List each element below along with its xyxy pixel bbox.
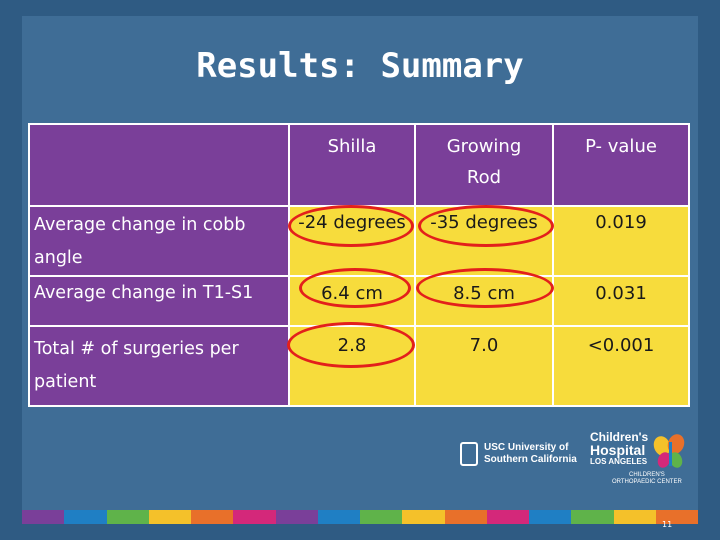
stripe-segment	[529, 510, 572, 524]
chla-subtitle: CHILDREN'S ORTHOPAEDIC CENTER	[612, 472, 682, 486]
chla-logo-line3: LOS ANGELES	[590, 457, 648, 466]
cell-p-value: 0.031	[552, 275, 690, 327]
row-label-surgeries: Total # of surgeries per patient	[28, 325, 290, 407]
chla-sub-line2: ORTHOPAEDIC CENTER	[612, 479, 682, 485]
table-row: Average change in cobb angle -24 degrees…	[28, 205, 690, 277]
header-shilla-label: Shilla	[327, 136, 377, 157]
cell-shilla: 2.8	[288, 325, 416, 407]
cell-growing-rod: 8.5 cm	[414, 275, 554, 327]
cell-growing-rod: -35 degrees	[414, 205, 554, 277]
header-growing-rod: Growing Rod	[414, 123, 554, 207]
cell-p-value: <0.001	[552, 325, 690, 407]
cell-p-value: 0.019	[552, 205, 690, 277]
stripe-segment	[64, 510, 107, 524]
stripe-segment	[22, 510, 65, 524]
stripe-segment	[317, 510, 360, 524]
cell-shilla: 6.4 cm	[288, 275, 416, 327]
row-label-line: angle	[34, 248, 83, 268]
stripe-segment	[571, 510, 614, 524]
logos-area: USC University of Southern California Ch…	[460, 430, 690, 494]
results-table: Shilla Growing Rod P- value Average chan…	[28, 123, 690, 407]
butterfly-icon	[653, 434, 685, 468]
stripe-segment	[444, 510, 487, 524]
table-row: Total # of surgeries per patient 2.8 7.0…	[28, 325, 690, 407]
slide-title: Results: Summary	[196, 46, 524, 86]
table-row: Average change in T1-S1 6.4 cm 8.5 cm 0.…	[28, 275, 690, 327]
table-header-row: Shilla Growing Rod P- value	[28, 123, 690, 207]
row-label-line: patient	[34, 372, 97, 392]
header-shilla: Shilla	[288, 123, 416, 207]
stripe-segment	[655, 510, 698, 524]
stripe-segment	[233, 510, 276, 524]
chla-logo-line2: Hospital	[590, 442, 646, 458]
stripe-segment	[360, 510, 403, 524]
header-growing-rod-line2: Rod	[466, 167, 502, 188]
cell-growing-rod: 7.0	[414, 325, 554, 407]
chla-sub-line1: CHILDREN'S	[628, 472, 665, 478]
stripe-segment	[191, 510, 234, 524]
header-p-value: P- value	[552, 123, 690, 207]
header-growing-rod-line1: Growing	[446, 136, 522, 157]
row-label-line: Average change in T1-S1	[34, 283, 254, 303]
cell-shilla: -24 degrees	[288, 205, 416, 277]
usc-logo-line2: Southern California	[484, 454, 577, 465]
stripe-segment	[275, 510, 318, 524]
chla-logo: Children's Hospital LOS ANGELES	[590, 430, 649, 467]
row-label-line: Average change in cobb	[34, 215, 246, 235]
color-stripe-footer	[22, 510, 698, 524]
stripe-segment	[106, 510, 149, 524]
header-empty-cell	[28, 123, 290, 207]
stripe-segment	[402, 510, 445, 524]
usc-logo: USC University of Southern California	[484, 442, 577, 466]
chla-logo-line1: Children's	[590, 430, 649, 444]
row-label-t1-s1: Average change in T1-S1	[28, 275, 290, 327]
stripe-segment	[613, 510, 656, 524]
usc-logo-line1: USC University of	[484, 442, 569, 453]
stripe-segment	[486, 510, 529, 524]
row-label-line: Total # of surgeries per	[34, 339, 239, 359]
row-label-cobb-angle: Average change in cobb angle	[28, 205, 290, 277]
stripe-segment	[148, 510, 191, 524]
usc-seal-icon	[460, 442, 478, 466]
page-number: 11	[662, 520, 673, 529]
header-p-value-label: P- value	[585, 136, 657, 157]
